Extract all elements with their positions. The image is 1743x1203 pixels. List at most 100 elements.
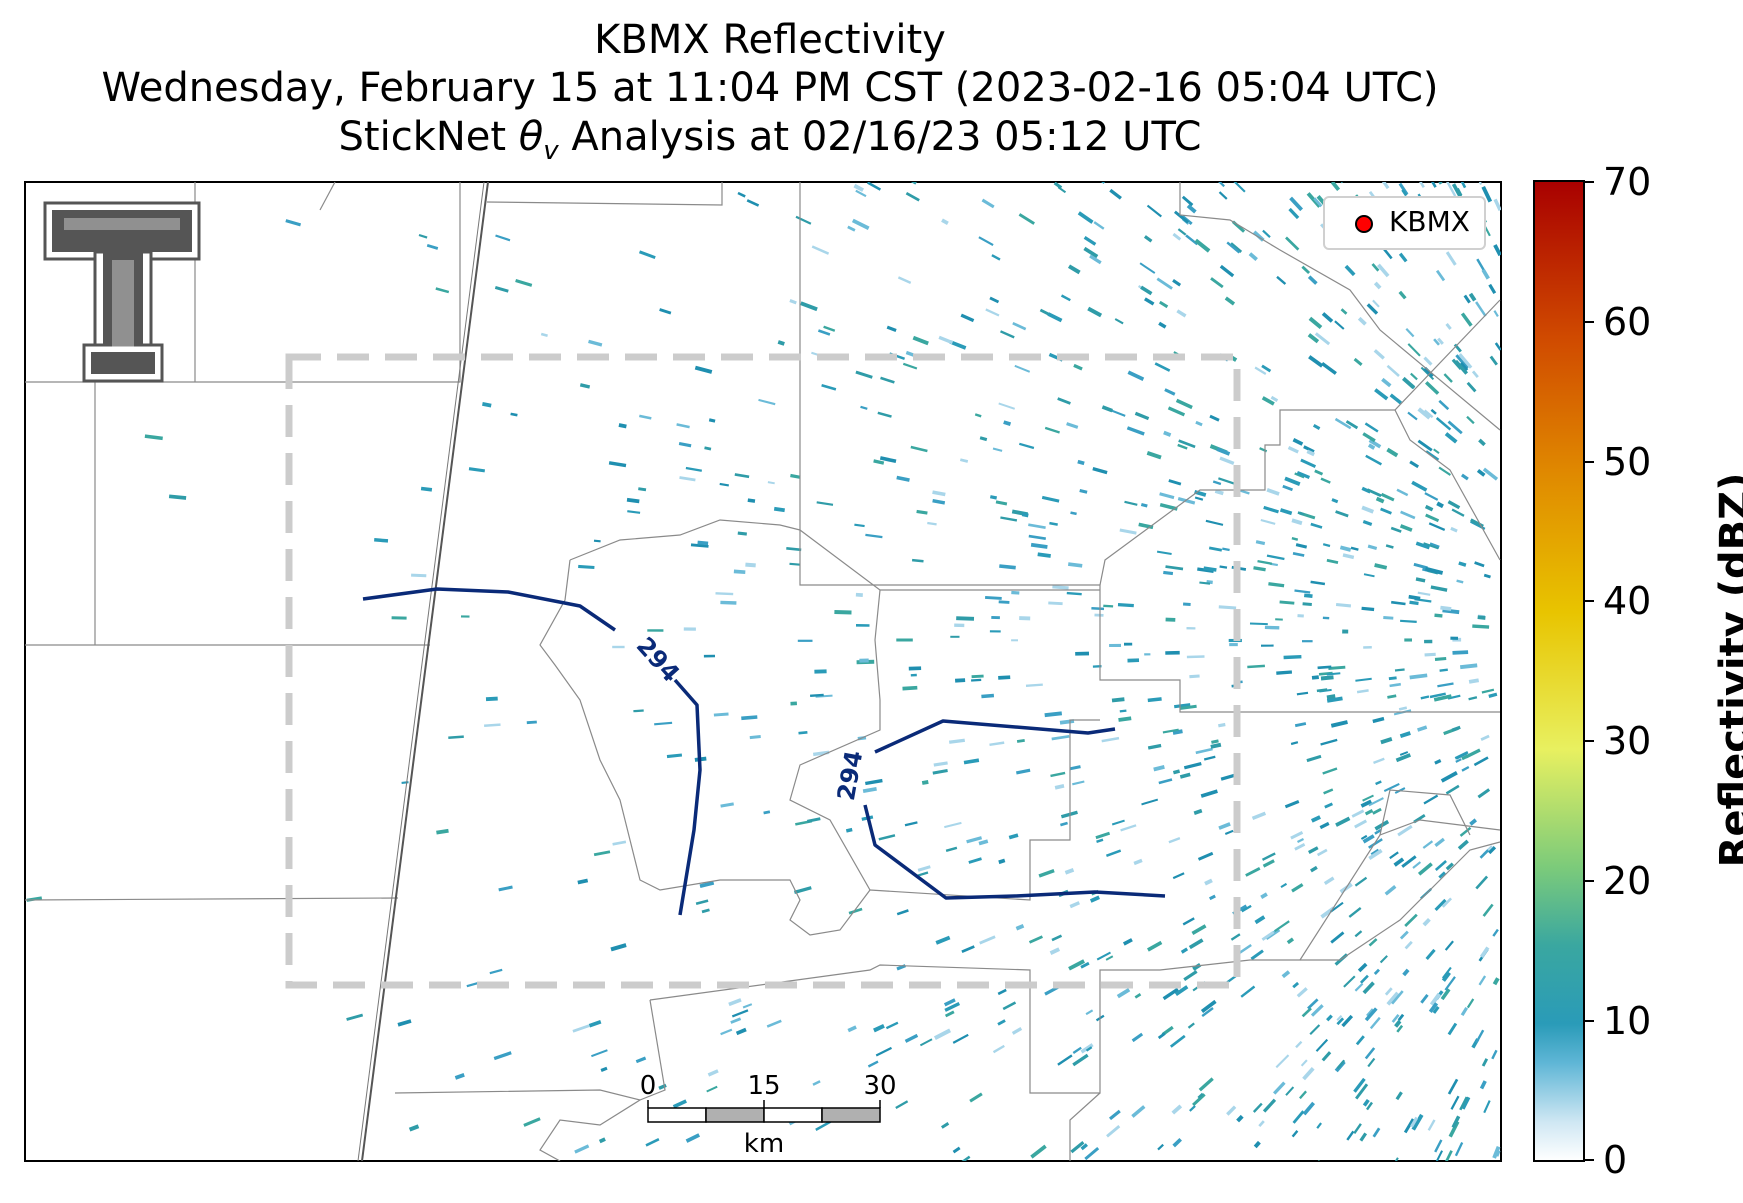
echo-mark <box>1386 447 1399 458</box>
echo-mark <box>733 569 746 575</box>
echo-mark <box>1407 411 1418 421</box>
echo-mark <box>815 694 833 698</box>
title-line-3-prefix: StickNet <box>338 114 519 160</box>
echo-mark <box>1261 930 1275 941</box>
echo-mark <box>1253 566 1266 572</box>
echo-mark <box>855 370 873 379</box>
echo-mark <box>1493 198 1501 212</box>
echo-mark <box>540 332 548 337</box>
echo-mark <box>1398 252 1408 263</box>
echo-mark <box>1261 364 1272 373</box>
echo-mark <box>1459 1096 1468 1111</box>
echo-mark <box>1451 508 1465 517</box>
echo-mark <box>992 1044 1005 1054</box>
echo-mark <box>1164 388 1176 396</box>
echo-mark <box>1085 1009 1094 1016</box>
echo-mark <box>1282 484 1294 492</box>
echo-mark <box>1353 1123 1362 1134</box>
echo-mark <box>1171 1104 1183 1115</box>
echo-mark <box>1424 652 1436 657</box>
echo-mark <box>786 547 802 552</box>
echo-mark <box>1480 734 1490 741</box>
echo-mark <box>1482 903 1494 917</box>
echo-mark <box>1429 992 1442 1006</box>
echo-mark <box>1445 1150 1453 1161</box>
echo-mark <box>1374 563 1388 570</box>
echo-mark <box>1335 602 1352 608</box>
echo-mark <box>1157 1143 1164 1151</box>
echo-mark <box>1140 502 1148 508</box>
echo-mark <box>1400 510 1416 520</box>
echo-mark <box>1156 277 1173 290</box>
echo-mark <box>1317 1160 1321 1161</box>
echo-mark <box>932 768 948 775</box>
echo-mark <box>1427 1119 1436 1131</box>
echo-mark <box>1320 738 1338 746</box>
echo-mark <box>1326 672 1341 676</box>
colorbar-tick-20: 20 <box>1603 859 1652 903</box>
echo-mark <box>704 446 712 451</box>
echo-mark <box>1300 458 1317 468</box>
echo-mark <box>1366 488 1382 498</box>
echo-mark <box>1372 1127 1381 1138</box>
echo-mark <box>905 191 920 202</box>
echo-mark <box>435 287 450 294</box>
echo-mark <box>720 600 737 605</box>
echo-mark <box>1111 819 1125 826</box>
echo-mark <box>1329 901 1344 913</box>
echo-mark <box>418 233 428 239</box>
echo-mark <box>1403 1118 1415 1134</box>
echo-mark <box>1393 857 1405 867</box>
echo-mark <box>1481 1058 1489 1067</box>
echo-mark <box>1114 318 1124 325</box>
echo-mark <box>1469 818 1478 826</box>
echo-mark <box>932 490 946 497</box>
echo-mark <box>1410 1116 1419 1128</box>
echo-mark <box>1445 862 1454 871</box>
echo-mark <box>1077 459 1085 466</box>
echo-mark <box>1317 665 1332 670</box>
echo-mark <box>285 219 302 227</box>
echo-mark <box>1144 297 1155 306</box>
echo-mark <box>1059 719 1075 725</box>
echo-mark <box>1447 1022 1458 1036</box>
echo-mark <box>1479 1080 1487 1090</box>
echo-mark <box>1360 799 1373 808</box>
echo-mark <box>1397 1013 1405 1022</box>
echo-mark <box>420 486 433 492</box>
echo-mark <box>612 840 627 846</box>
echo-mark <box>1437 682 1454 688</box>
echo-mark <box>1140 285 1153 296</box>
colorbar-tick-50: 50 <box>1603 440 1652 484</box>
echo-mark <box>1303 445 1315 453</box>
echo-mark <box>1254 915 1266 925</box>
echo-mark <box>1208 894 1216 901</box>
echo-mark <box>1439 668 1448 672</box>
echo-mark <box>998 600 1010 604</box>
echo-mark <box>1177 443 1188 450</box>
echo-mark <box>1194 496 1204 501</box>
echo-mark <box>1012 321 1027 331</box>
echo-mark <box>1459 826 1472 837</box>
echo-mark <box>1417 725 1428 732</box>
echo-mark <box>1401 188 1408 197</box>
echo-mark <box>1073 363 1083 371</box>
colorbar-tick-30: 30 <box>1603 719 1652 763</box>
echo-mark <box>910 445 928 453</box>
echo-mark <box>811 245 830 255</box>
echo-mark <box>1425 450 1440 461</box>
echo-mark <box>1336 1059 1346 1070</box>
echo-mark <box>1417 439 1433 452</box>
echo-mark <box>1162 987 1179 1001</box>
echo-mark <box>1185 234 1199 246</box>
echo-mark <box>1374 388 1389 401</box>
echo-mark <box>1307 998 1319 1010</box>
echo-mark <box>933 761 948 767</box>
echo-mark <box>1401 855 1417 868</box>
echo-mark <box>1396 488 1409 497</box>
echo-mark <box>523 1117 541 1127</box>
echo-mark <box>1302 602 1312 606</box>
echo-mark <box>1310 580 1326 586</box>
echo-mark <box>1373 281 1382 290</box>
echo-mark <box>1361 606 1375 612</box>
